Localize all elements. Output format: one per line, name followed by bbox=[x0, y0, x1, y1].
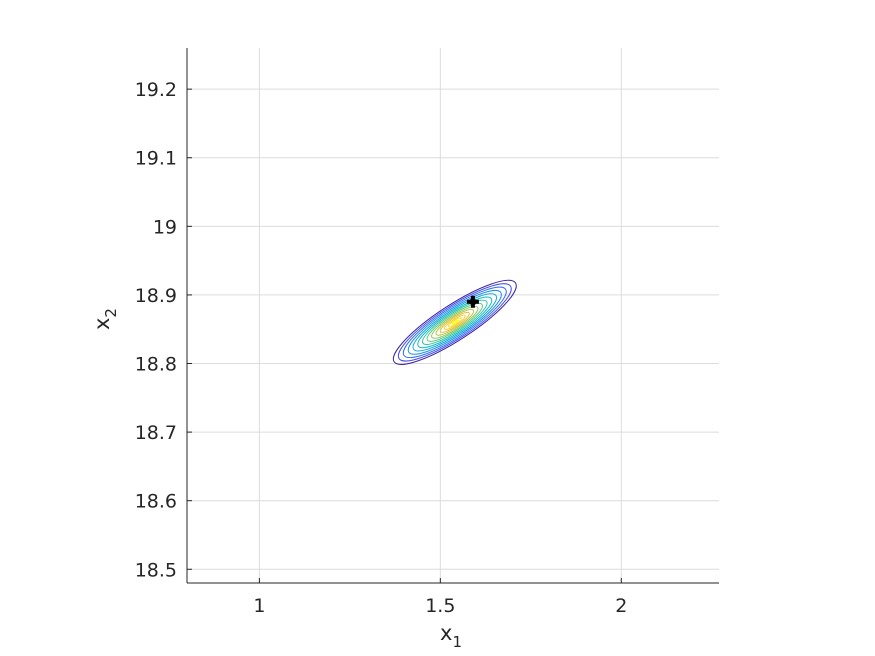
y-tick-label: 18.5 bbox=[135, 559, 177, 581]
y-tick-label: 18.6 bbox=[135, 491, 177, 513]
x-tick-label: 1.5 bbox=[425, 595, 455, 617]
marker-center bbox=[469, 298, 477, 306]
y-tick-label: 19 bbox=[153, 216, 177, 238]
contour-level bbox=[435, 308, 475, 336]
x-axis-label: x1 bbox=[440, 621, 462, 651]
axes bbox=[186, 48, 719, 584]
contour-level bbox=[392, 279, 517, 365]
contour-level bbox=[439, 311, 470, 333]
contour-level bbox=[407, 289, 502, 355]
contour-level bbox=[402, 286, 507, 359]
y-tick-label: 18.7 bbox=[135, 422, 177, 444]
optimum-marker bbox=[466, 295, 479, 308]
contour-level bbox=[431, 305, 479, 339]
contour-level bbox=[412, 293, 498, 352]
x-tick-label: 1 bbox=[253, 595, 265, 617]
contour-level bbox=[417, 296, 493, 349]
grid-lines bbox=[187, 48, 719, 583]
contour-level bbox=[451, 319, 459, 325]
contour-level bbox=[426, 302, 483, 342]
y-axis-label: x2 bbox=[90, 308, 120, 330]
x-tick-labels: 1 1.5 2 bbox=[253, 595, 627, 617]
x-tick-label: 2 bbox=[615, 595, 627, 617]
y-tick-labels: 18.5 18.6 18.7 18.8 18.9 19 19.1 19.2 bbox=[135, 79, 177, 581]
y-tick-label: 18.8 bbox=[135, 354, 177, 376]
contour-level bbox=[422, 299, 488, 345]
contour-level bbox=[397, 283, 512, 362]
y-tick-label: 18.9 bbox=[135, 285, 177, 307]
contour-lines bbox=[392, 279, 517, 365]
y-tick-label: 19.1 bbox=[135, 148, 177, 170]
contour-level bbox=[447, 317, 462, 328]
contour-level bbox=[443, 314, 466, 331]
y-tick-label: 19.2 bbox=[135, 79, 177, 101]
